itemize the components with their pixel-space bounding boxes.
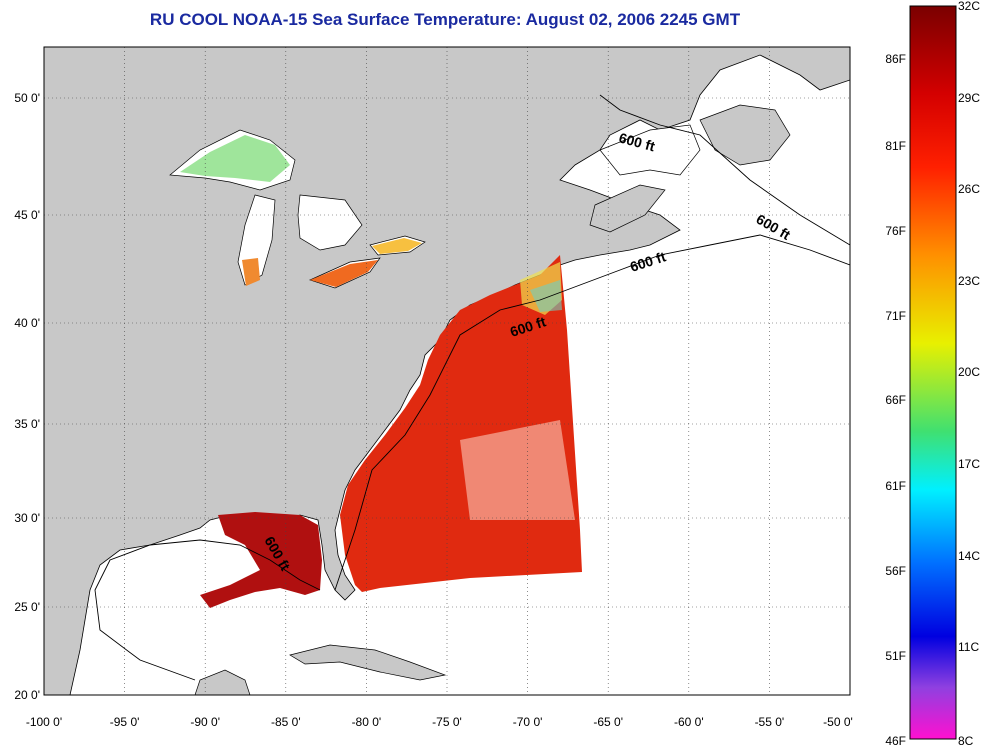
lon-tick-labels: -100 0' -95 0' -90 0' -85 0' -80 0' -75 … [26,715,853,729]
sst-lake-ontario [372,238,422,254]
colorbar-c-label: 8C [958,734,974,748]
colorbar-f-label: 66F [885,393,906,407]
colorbar-f-label: 46F [885,734,906,748]
lon-tick-label: -60 0' [674,715,704,729]
lon-tick-label: -80 0' [352,715,382,729]
sst-lake-superior [180,135,290,182]
gulf-st-lawrence [599,124,701,176]
isobath-gulf [94,539,321,681]
grid-lines [44,47,850,695]
lon-tick-label: -100 0' [26,715,62,729]
sst-lake-erie [310,260,378,287]
lat-tick-label: 45 0' [14,208,40,222]
colorbar-c-label: 17C [958,457,980,471]
colorbar-f-label: 51F [885,649,906,663]
colorbar-celsius-labels: 32C 29C 26C 23C 20C 17C 14C 11C 8C [958,0,980,748]
colorbar-c-label: 26C [958,182,980,196]
lat-tick-label: 50 0' [14,91,40,105]
lat-tick-label: 20 0' [14,688,40,702]
map-border [43,46,851,696]
lon-tick-label: -75 0' [432,715,462,729]
lat-tick-labels: 50 0' 45 0' 40 0' 35 0' 30 0' 25 0' 20 0… [14,91,40,702]
colorbar-fahrenheit-labels: 86F 81F 76F 71F 66F 61F 56F 51F 46F [885,52,906,748]
lon-tick-label: -55 0' [755,715,785,729]
colorbar-c-label: 20C [958,365,980,379]
colorbar-f-label: 81F [885,139,906,153]
colorbar-f-label: 61F [885,479,906,493]
land-yucatan [194,669,251,695]
lon-tick-label: -90 0' [190,715,220,729]
lon-tick-label: -85 0' [271,715,301,729]
lat-tick-label: 30 0' [14,511,40,525]
colorbar-c-label: 14C [958,549,980,563]
colorbar-f-label: 71F [885,309,906,323]
isobath-atlantic [334,234,850,591]
colorbar [909,5,957,740]
colorbar-c-label: 29C [958,91,980,105]
lake-huron [297,194,363,251]
colorbar-c-label: 11C [958,640,979,654]
sst-gulf-swath [200,512,322,608]
sst-mixed-patch [460,420,575,520]
colorbar-c-label: 32C [958,0,980,13]
lon-tick-label: -70 0' [513,715,543,729]
land-cuba [289,644,447,681]
sst-cool-patch-2 [530,280,562,312]
sst-lake-michigan [242,258,260,286]
lat-tick-label: 35 0' [14,417,40,431]
colorbar-f-label: 56F [885,564,906,578]
lon-tick-label: -95 0' [110,715,140,729]
map-title: RU COOL NOAA-15 Sea Surface Temperature:… [149,10,741,29]
lat-tick-label: 40 0' [14,316,40,330]
colorbar-f-label: 86F [885,52,906,66]
colorbar-f-label: 76F [885,224,906,238]
lat-tick-label: 25 0' [14,600,40,614]
lon-tick-label: -65 0' [593,715,623,729]
lon-tick-label: -50 0' [823,715,853,729]
colorbar-c-label: 23C [958,274,980,288]
